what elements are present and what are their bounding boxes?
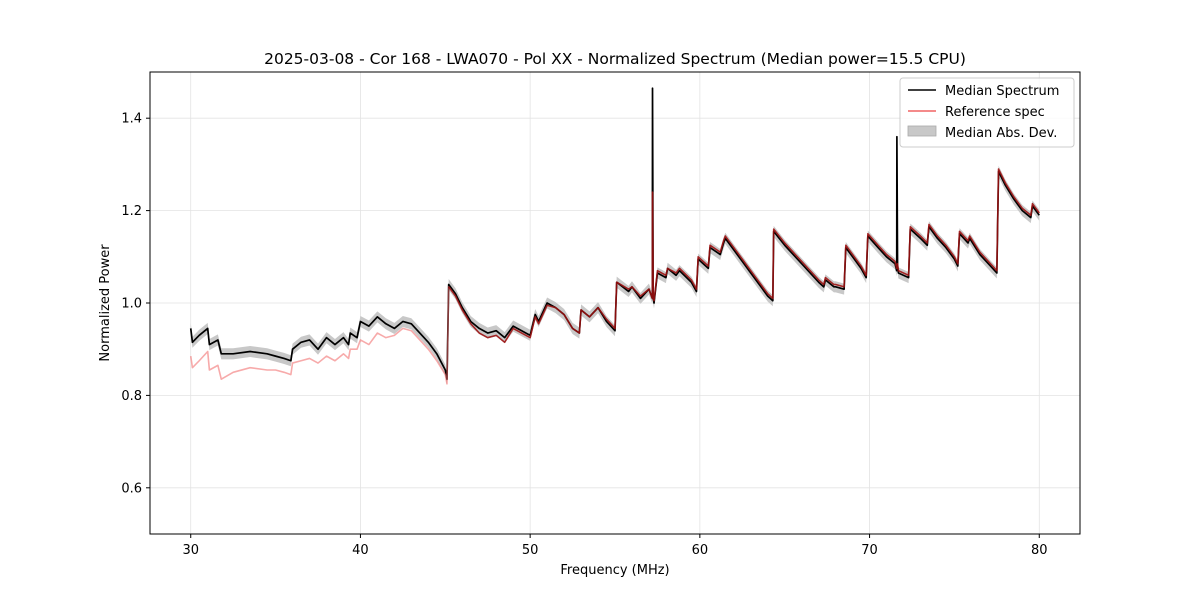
mad-band-area [190,82,1040,385]
legend-label-reference: Reference spec [945,105,1045,120]
x-tick-label: 40 [352,543,369,558]
x-tick-label: 50 [522,543,539,558]
legend-swatch-mad [907,125,937,137]
x-axis-label: Frequency (MHz) [560,563,669,578]
y-tick-label: 0.8 [121,389,142,404]
y-tick-label: 1.2 [121,204,142,219]
legend-label-mad: Median Abs. Dev. [945,126,1057,141]
y-axis-label: Normalized Power [98,244,113,362]
y-tick-label: 1.4 [121,112,142,127]
chart-title: 2025-03-08 - Cor 168 - LWA070 - Pol XX -… [264,50,966,68]
overlap-line [448,168,1040,344]
median-spectrum-line [189,87,1040,381]
x-tick-label: 60 [692,543,709,558]
reference-spec-series [189,168,1040,385]
x-tick-label: 70 [861,543,878,558]
legend: Median Spectrum Reference spec Median Ab… [899,77,1075,148]
y-tick-label: 1.0 [121,297,142,312]
x-tick-label: 80 [1031,543,1048,558]
axis-ticks: 30 40 50 60 70 80 0.6 0.8 1.0 1.2 1.4 [121,112,1047,558]
median-abs-dev-band [190,82,1040,385]
y-tick-label: 0.6 [121,481,142,496]
legend-label-median: Median Spectrum [945,84,1059,99]
legend-box [899,77,1075,148]
median-spectrum-series [189,87,1040,381]
x-tick-label: 30 [182,543,199,558]
